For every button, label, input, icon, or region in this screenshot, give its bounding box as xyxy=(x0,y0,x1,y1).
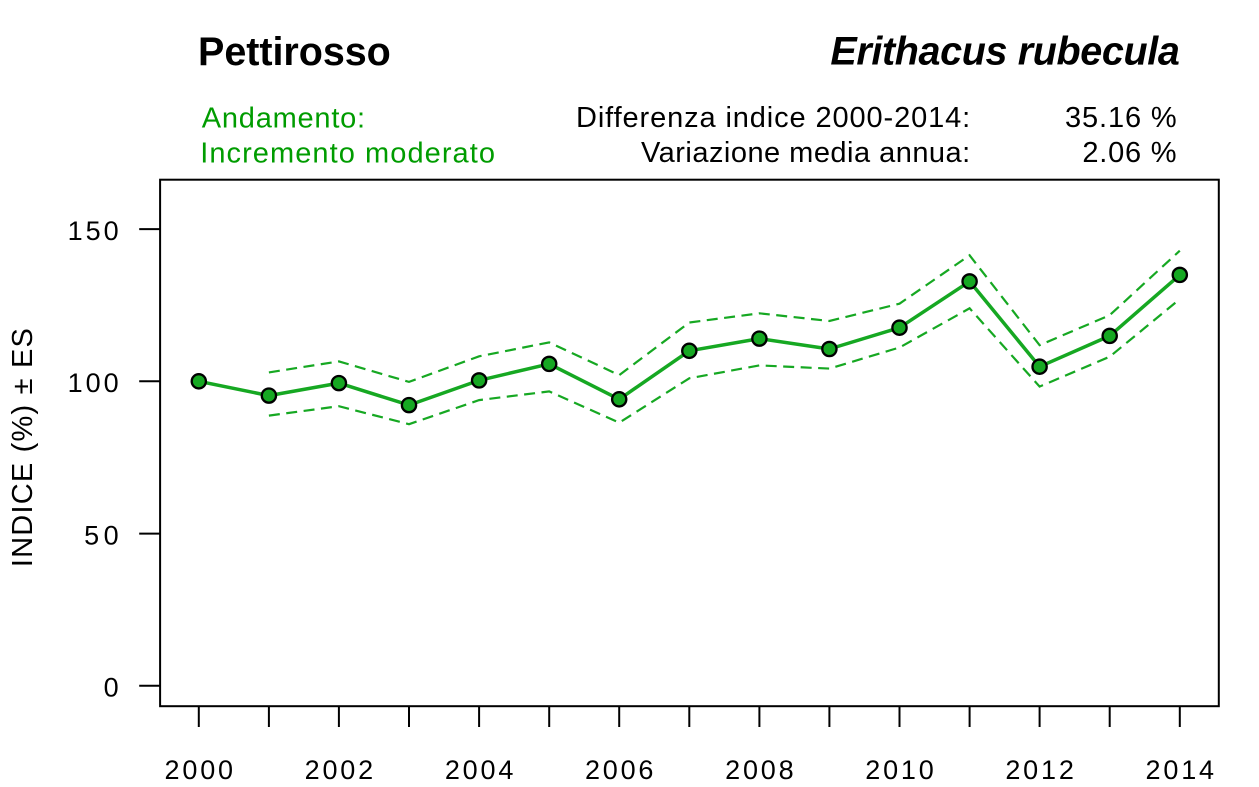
svg-text:35.16 %: 35.16 % xyxy=(1065,102,1177,134)
svg-text:150: 150 xyxy=(68,216,119,246)
svg-text:100: 100 xyxy=(68,368,119,398)
svg-text:Erithacus rubecula: Erithacus rubecula xyxy=(830,30,1179,74)
svg-text:Andamento:: Andamento: xyxy=(202,102,365,134)
svg-text:INDICE (%) ± ES: INDICE (%) ± ES xyxy=(7,328,39,567)
svg-text:Pettirosso: Pettirosso xyxy=(198,30,391,74)
svg-text:Incremento moderato: Incremento moderato xyxy=(200,137,495,169)
svg-text:Differenza indice 2000-2014:: Differenza indice 2000-2014: xyxy=(576,102,970,134)
svg-text:2.06 %: 2.06 % xyxy=(1082,137,1176,169)
svg-text:0: 0 xyxy=(104,673,119,703)
svg-text:Variazione media annua:: Variazione media annua: xyxy=(641,137,970,169)
